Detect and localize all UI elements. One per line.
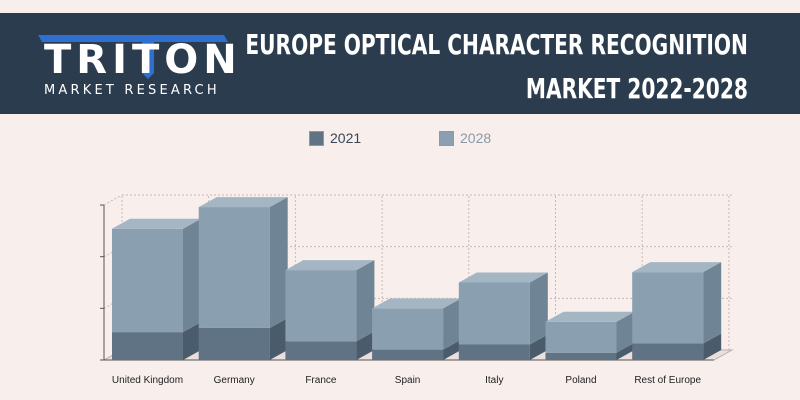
bar-2021 <box>458 344 530 360</box>
bar-2028 <box>285 270 357 342</box>
bar-2028-side <box>529 272 548 345</box>
bar-2028-top <box>632 262 722 273</box>
gridline-depth <box>103 194 123 206</box>
page-title: EUROPE OPTICAL CHARACTER RECOGNITION MAR… <box>246 23 748 111</box>
bar-2021 <box>372 349 444 360</box>
bar-2028 <box>198 207 270 328</box>
bar-2028 <box>545 321 617 353</box>
bar-2028-top <box>198 197 288 208</box>
title-line-1: EUROPE OPTICAL CHARACTER RECOGNITION <box>245 28 748 61</box>
bar-2028-top <box>545 311 635 322</box>
bar-2021 <box>632 343 704 360</box>
title-line-2: MARKET 2022-2028 <box>526 72 748 105</box>
bar-2021-side <box>356 331 375 360</box>
legend-swatch-2021 <box>309 130 324 146</box>
bar-2021-side <box>183 322 201 360</box>
chart-legend: 2021 2028 <box>0 130 800 152</box>
x-tick-label: Poland <box>565 375 596 386</box>
bar-2028-top <box>112 218 201 229</box>
bar-2028-side <box>703 262 722 344</box>
bar-2021-side <box>616 342 635 360</box>
x-tick-label: France <box>305 375 337 386</box>
bar-2021-side <box>529 334 548 360</box>
logo-accent-icon <box>38 35 228 79</box>
bar-2021-side <box>269 317 288 360</box>
bar-2021 <box>112 332 183 360</box>
logo-wordmark: TRITON <box>44 37 242 83</box>
bar-2028 <box>632 272 704 344</box>
logo-subtext: MARKET RESEARCH <box>44 83 220 98</box>
bar-2028-side <box>356 260 375 342</box>
header-banner: TRITON MARKET RESEARCH EUROPE OPTICAL CH… <box>0 13 800 114</box>
x-tick-label: United Kingdom <box>112 375 183 386</box>
bar-2028-top <box>372 298 462 309</box>
x-tick-label: Italy <box>485 375 503 386</box>
bar-2021 <box>545 352 617 360</box>
bar-2028-side <box>443 298 462 350</box>
x-tick-label: Spain <box>395 375 421 386</box>
bar-2021-side <box>703 333 722 360</box>
bar-2021 <box>198 327 270 360</box>
bar-2021 <box>285 341 357 360</box>
bar-2028-side <box>183 218 201 333</box>
bar-2028-side <box>616 311 635 353</box>
legend-item-2021: 2021 <box>309 130 361 146</box>
bar-2021-side <box>443 339 462 360</box>
bar-2028 <box>458 282 530 345</box>
legend-label-2021: 2021 <box>330 130 362 146</box>
triton-logo: TRITON MARKET RESEARCH <box>38 33 238 111</box>
x-tick-label: Germany <box>214 375 255 386</box>
legend-swatch-2028 <box>439 130 454 146</box>
bar-2028 <box>372 308 444 350</box>
bar-2028-top <box>285 260 375 271</box>
bar-2028-top <box>458 272 548 283</box>
legend-label-2028: 2028 <box>460 130 492 146</box>
bar-2028-side <box>269 197 288 328</box>
x-tick-label: Rest of Europe <box>634 375 701 386</box>
bar-2028 <box>112 228 183 333</box>
legend-item-2028: 2028 <box>439 130 491 146</box>
